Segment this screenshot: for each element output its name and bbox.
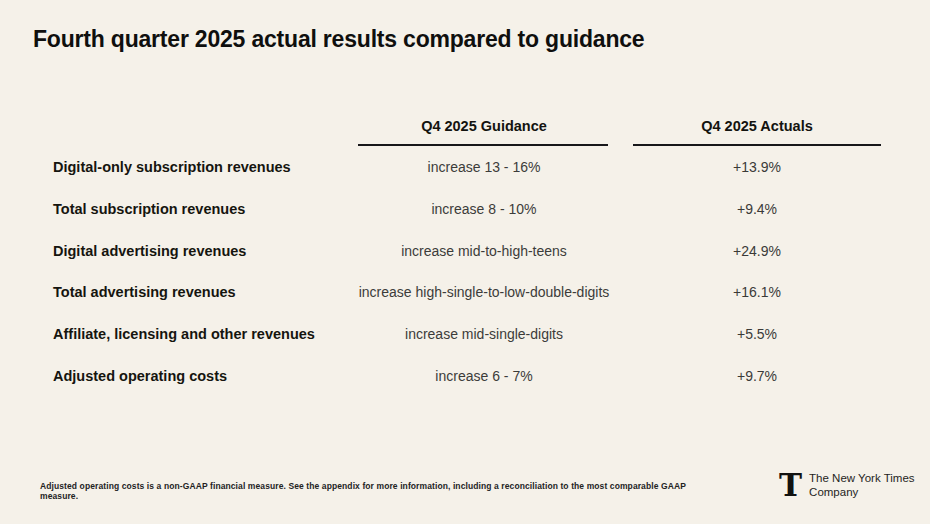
row-guidance-value: increase mid-to-high-teens xyxy=(354,230,614,272)
slide-title: Fourth quarter 2025 actual results compa… xyxy=(33,26,644,53)
row-actual-value: +9.4% xyxy=(633,188,881,230)
table-row: Digital advertising revenues increase mi… xyxy=(0,230,930,272)
nyt-logo-wordmark: The New York Times Company xyxy=(809,472,914,499)
nyt-logo-line1: The New York Times xyxy=(809,472,914,484)
row-guidance-value: increase high-single-to-low-double-digit… xyxy=(354,271,614,313)
row-guidance-value: increase 13 - 16% xyxy=(354,146,614,188)
row-label: Digital-only subscription revenues xyxy=(53,146,353,188)
column-header-guidance: Q4 2025 Guidance xyxy=(354,112,614,140)
row-actual-value: +24.9% xyxy=(633,230,881,272)
row-guidance-value: increase mid-single-digits xyxy=(354,313,614,355)
nyt-company-logo: T The New York Times Company xyxy=(779,470,915,501)
row-guidance-value: increase 8 - 10% xyxy=(354,188,614,230)
nyt-gothic-t-icon: T xyxy=(779,470,802,501)
row-label: Digital advertising revenues xyxy=(53,230,353,272)
row-label: Adjusted operating costs xyxy=(53,355,353,397)
table-row: Digital-only subscription revenues incre… xyxy=(0,146,930,188)
row-actual-value: +5.5% xyxy=(633,313,881,355)
gaap-footnote: Adjusted operating costs is a non-GAAP f… xyxy=(40,481,720,501)
table-row: Total advertising revenues increase high… xyxy=(0,271,930,313)
row-actual-value: +13.9% xyxy=(633,146,881,188)
row-label: Total advertising revenues xyxy=(53,271,353,313)
earnings-slide: Fourth quarter 2025 actual results compa… xyxy=(0,0,930,524)
row-actual-value: +9.7% xyxy=(633,355,881,397)
row-actual-value: +16.1% xyxy=(633,271,881,313)
nyt-logo-line2: Company xyxy=(809,486,858,498)
row-guidance-value: increase 6 - 7% xyxy=(354,355,614,397)
table-row: Affiliate, licensing and other revenues … xyxy=(0,313,930,355)
column-header-actuals: Q4 2025 Actuals xyxy=(633,112,881,140)
table-row: Adjusted operating costs increase 6 - 7%… xyxy=(0,355,930,397)
row-label: Affiliate, licensing and other revenues xyxy=(53,313,353,355)
table-row: Total subscription revenues increase 8 -… xyxy=(0,188,930,230)
row-label: Total subscription revenues xyxy=(53,188,353,230)
